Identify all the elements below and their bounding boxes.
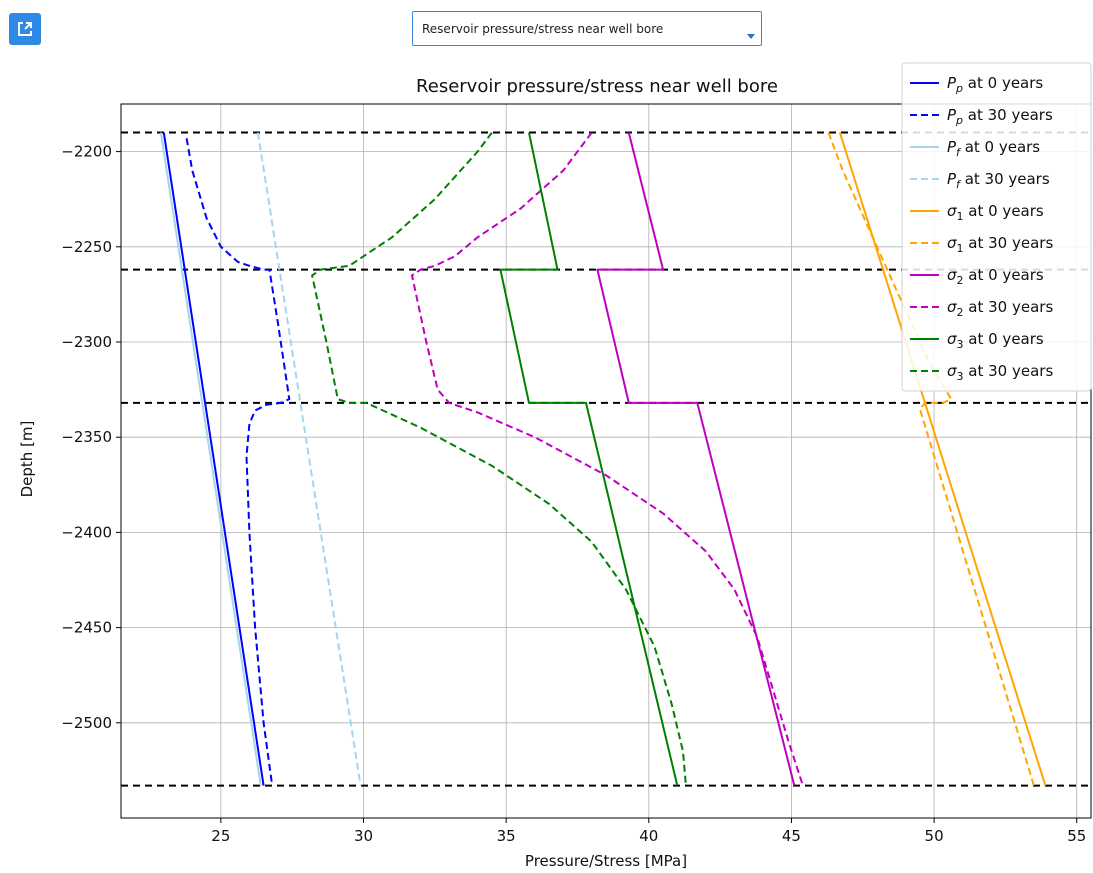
series-line-8 <box>499 132 679 786</box>
legend-box <box>901 62 1092 392</box>
x-tick-label: 25 <box>211 827 230 845</box>
series-line-9 <box>311 131 687 786</box>
series-line-0 <box>162 132 265 786</box>
y-tick-label: −2450 <box>61 619 112 637</box>
open-external-button[interactable] <box>9 13 41 45</box>
legend-label: σ1 at 0 years <box>947 202 1044 223</box>
y-tick-label: −2400 <box>61 523 112 541</box>
series-line-1 <box>185 138 291 786</box>
legend-label: Pp at 0 years <box>947 74 1043 95</box>
legend-label: Pp at 30 years <box>947 106 1053 127</box>
y-tick-label: −2350 <box>61 428 112 446</box>
chart-title: Reservoir pressure/stress near well bore <box>416 76 778 97</box>
legend: Pp at 0 years Pp at 30 years Pf at 0 years… <box>901 62 1092 392</box>
chevron-down-icon <box>747 34 755 39</box>
series-line-3 <box>256 132 362 786</box>
series-line-2 <box>159 132 262 786</box>
y-tick-label: −2300 <box>61 333 112 351</box>
legend-label: σ2 at 30 years <box>947 298 1053 319</box>
x-axis-ticks: 25 30 35 40 45 50 55 <box>211 818 1086 845</box>
series-line-6 <box>596 132 796 786</box>
external-link-icon <box>18 22 32 36</box>
y-tick-label: −2200 <box>61 143 112 161</box>
series-line-4 <box>838 132 1047 786</box>
view-select-value: Reservoir pressure/stress near well bore <box>422 22 664 36</box>
legend-label: σ3 at 0 years <box>947 330 1044 351</box>
y-axis-label: Depth [m] <box>18 421 36 498</box>
legend-label: σ1 at 30 years <box>947 234 1053 255</box>
view-select-dropdown[interactable]: Reservoir pressure/stress near well bore <box>412 11 762 46</box>
x-tick-label: 55 <box>1067 827 1086 845</box>
series-line-5 <box>827 132 1035 786</box>
series-group <box>159 131 1047 786</box>
x-tick-label: 30 <box>354 827 373 845</box>
series-line-7 <box>411 132 804 786</box>
plot-frame <box>120 103 1092 819</box>
y-tick-label: −2250 <box>61 238 112 256</box>
legend-label: σ2 at 0 years <box>947 266 1044 287</box>
x-axis-label: Pressure/Stress [MPa] <box>525 852 687 870</box>
x-tick-label: 50 <box>925 827 944 845</box>
y-axis-ticks: −2200 −2250 −2300 −2350 −2400 −2450 −2500 <box>61 143 121 732</box>
legend-label: Pf at 0 years <box>947 138 1040 159</box>
x-tick-label: 45 <box>782 827 801 845</box>
x-tick-label: 35 <box>497 827 516 845</box>
legend-label: σ3 at 30 years <box>947 362 1053 383</box>
legend-label: Pf at 30 years <box>947 170 1050 191</box>
x-tick-label: 40 <box>639 827 658 845</box>
y-tick-label: −2500 <box>61 714 112 732</box>
